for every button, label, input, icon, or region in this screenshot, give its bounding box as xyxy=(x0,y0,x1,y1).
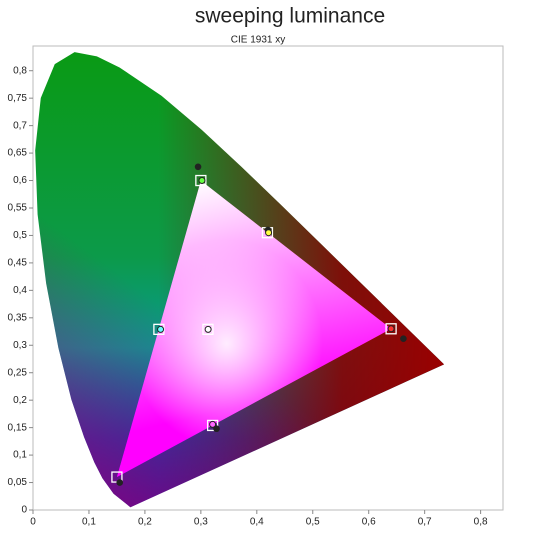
y-tick-label: 0 xyxy=(21,505,27,516)
markers xyxy=(111,163,407,486)
measured-circle xyxy=(387,325,395,333)
plot-frame xyxy=(32,45,504,511)
y-tick-label: 0,3 xyxy=(13,340,27,351)
measured-circle xyxy=(265,229,273,237)
measured-circle xyxy=(198,177,206,185)
gamut-white xyxy=(116,180,392,478)
x-tick-label: 0,5 xyxy=(306,517,320,528)
target-marker xyxy=(195,174,207,187)
measured-dot xyxy=(213,425,220,433)
y-tick-label: 0,25 xyxy=(8,367,28,378)
y-tick-label: 0,6 xyxy=(13,175,27,186)
measured-circle xyxy=(209,420,217,428)
y-tick-label: 0,65 xyxy=(8,148,28,159)
y-tick-label: 0,45 xyxy=(8,258,28,269)
target-marker xyxy=(202,323,214,335)
chart-subtitle: CIE 1931 xy xyxy=(231,35,285,46)
measured-circle xyxy=(157,325,165,333)
y-tick-label: 0,7 xyxy=(13,120,27,131)
y-tick-label: 0,35 xyxy=(8,312,28,323)
target-marker xyxy=(385,323,397,335)
measured-dot xyxy=(194,163,202,171)
measured-dot xyxy=(400,335,407,342)
y-tick-label: 0,75 xyxy=(8,93,28,104)
x-tick-label: 0,7 xyxy=(418,517,432,528)
chart-title: sweeping luminance xyxy=(195,5,385,28)
y-tick-label: 0,1 xyxy=(13,450,27,461)
x-tick-label: 0,2 xyxy=(138,517,152,528)
y-tick-label: 0,15 xyxy=(8,422,28,433)
x-tick-label: 0 xyxy=(30,517,36,528)
y-tick-label: 0,55 xyxy=(8,203,28,214)
y-tick-label: 0,8 xyxy=(13,65,27,76)
y-tick-label: 0,4 xyxy=(13,285,27,296)
y-tick-label: 0,2 xyxy=(13,395,27,406)
x-tick-label: 0,4 xyxy=(250,517,264,528)
x-tick-label: 0,6 xyxy=(362,517,376,528)
target-marker xyxy=(206,419,219,432)
plot-area xyxy=(35,52,445,508)
measured-dot xyxy=(116,479,124,486)
measured-circle xyxy=(204,325,212,333)
x-tick-label: 0,8 xyxy=(474,517,488,528)
x-tick-label: 0,3 xyxy=(194,517,208,528)
y-tick-label: 0,5 xyxy=(13,230,27,241)
x-tick-label: 0,1 xyxy=(82,517,96,528)
y-tick-label: 0,05 xyxy=(8,477,28,488)
